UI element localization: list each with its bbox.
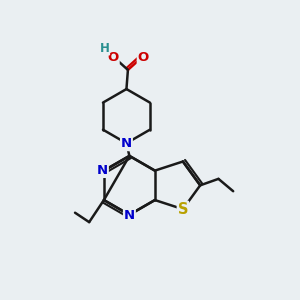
Text: N: N [97, 164, 108, 177]
Text: N: N [121, 137, 132, 150]
Text: N: N [124, 209, 135, 222]
Text: S: S [178, 202, 188, 217]
Text: H: H [99, 42, 109, 55]
Text: O: O [108, 51, 119, 64]
Text: O: O [138, 51, 149, 64]
